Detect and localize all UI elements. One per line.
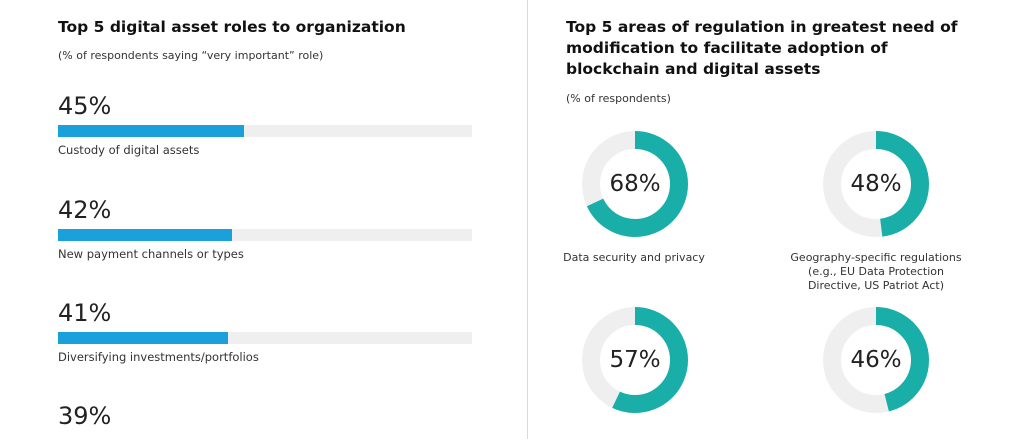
role-category-label: Custody of digital assets (58, 143, 200, 157)
regulation-title-line: modification to facilitate adoption of (566, 39, 888, 57)
roles-panel: Top 5 digital asset roles to organizatio… (58, 18, 472, 430)
donut-label-line: Data security and privacy (563, 251, 705, 264)
panel-divider (527, 0, 528, 439)
role-bar-track (58, 229, 472, 241)
role-bar (58, 332, 228, 344)
regulation-chart-title: Top 5 areas of regulation in greatest ne… (566, 17, 958, 80)
donut-ring (823, 307, 929, 413)
role-bar-track (58, 332, 472, 344)
donut-value-label: 46% (850, 347, 902, 373)
role-value-label: 45% (58, 92, 112, 120)
role-bar (58, 125, 245, 137)
regulation-donut: 46% (823, 307, 929, 413)
donut-category-label: Geography-specific regulations (e.g., EU… (766, 251, 986, 293)
donut-label-line: (e.g., EU Data Protection (808, 265, 944, 278)
role-category-label: Diversifying investments/portfolios (58, 350, 259, 364)
donut-value-label: 68% (609, 171, 661, 197)
roles-chart-title: Top 5 digital asset roles to organizatio… (58, 18, 406, 36)
roles-chart-subtitle: (% of respondents saying “very important… (58, 49, 324, 62)
regulation-title-line: Top 5 areas of regulation in greatest ne… (566, 18, 958, 36)
donut-ring (582, 307, 688, 413)
donut-ring (582, 131, 688, 237)
donut-slice (823, 131, 929, 237)
donut-slice (582, 131, 688, 237)
role-category-label: New payment channels or types (58, 247, 244, 261)
donut-category-label: Data security and privacy (546, 251, 722, 265)
role-value-label: 41% (58, 299, 112, 327)
regulation-panel: Top 5 areas of regulation in greatest ne… (528, 0, 1024, 439)
regulation-donut: 57% (582, 307, 688, 413)
donut-value-label: 57% (609, 347, 661, 373)
role-bar (58, 229, 232, 241)
donut-slice (823, 307, 929, 413)
regulation-donut: 48% (823, 131, 929, 237)
donut-label-line: Directive, US Patriot Act) (807, 279, 945, 292)
regulation-title-line: blockchain and digital assets (566, 60, 821, 78)
role-value-label: 39% (58, 402, 112, 430)
donut-value-label: 48% (850, 171, 902, 197)
donut-slice (582, 307, 688, 413)
donut-ring (823, 131, 929, 237)
donut-label-line: Geography-specific regulations (790, 251, 962, 264)
regulation-donut: 68% (582, 131, 688, 237)
role-bar-track (58, 125, 472, 137)
regulation-chart-subtitle: (% of respondents) (566, 92, 671, 105)
role-value-label: 42% (58, 196, 112, 224)
